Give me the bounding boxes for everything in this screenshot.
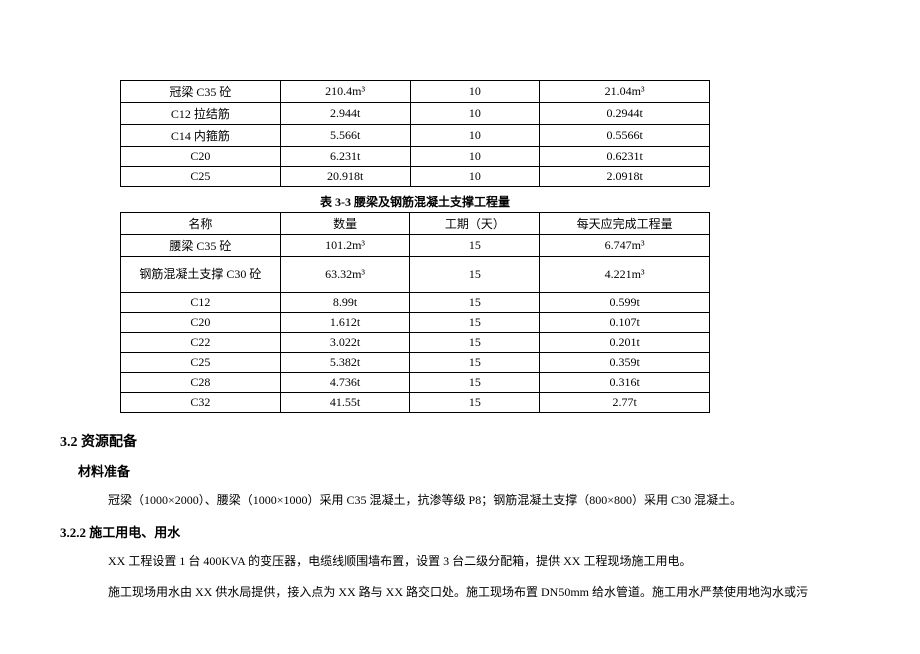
th-days: 工期（天） [410, 213, 540, 235]
cell-name: C28 [121, 373, 281, 393]
cell-qty: 210.4m³ [280, 81, 410, 103]
cell-days: 15 [410, 257, 540, 293]
cell-qty: 5.566t [280, 125, 410, 147]
cell-daily: 4.221m³ [540, 257, 710, 293]
cell-qty: 5.382t [280, 353, 410, 373]
cell-days: 15 [410, 313, 540, 333]
table-row: 钢筋混凝土支撑 C30 砼63.32m³154.221m³ [121, 257, 710, 293]
table-row: 冠梁 C35 砼210.4m³1021.04m³ [121, 81, 710, 103]
cell-name: C12 [121, 293, 281, 313]
cell-daily: 0.359t [540, 353, 710, 373]
materials-heading: 材料准备 [78, 461, 860, 480]
cell-qty: 4.736t [280, 373, 410, 393]
table-2-caption: 表 3-3 腰梁及钢筋混凝土支撑工程量 [120, 193, 710, 210]
cell-qty: 41.55t [280, 393, 410, 413]
cell-daily: 0.107t [540, 313, 710, 333]
cell-daily: 2.0918t [540, 167, 710, 187]
cell-days: 10 [410, 125, 540, 147]
cell-qty: 6.231t [280, 147, 410, 167]
cell-name: C12 拉结筋 [121, 103, 281, 125]
cell-daily: 0.5566t [540, 125, 710, 147]
cell-name: C22 [121, 333, 281, 353]
cell-qty: 101.2m³ [280, 235, 410, 257]
cell-days: 15 [410, 393, 540, 413]
cell-daily: 0.6231t [540, 147, 710, 167]
table-row: C128.99t150.599t [121, 293, 710, 313]
cell-daily: 6.747m³ [540, 235, 710, 257]
table-row: C206.231t100.6231t [121, 147, 710, 167]
cell-name: 腰梁 C35 砼 [121, 235, 281, 257]
table-row: C223.022t150.201t [121, 333, 710, 353]
cell-qty: 20.918t [280, 167, 410, 187]
table-row: C255.382t150.359t [121, 353, 710, 373]
th-daily: 每天应完成工程量 [540, 213, 710, 235]
cell-days: 15 [410, 293, 540, 313]
cell-qty: 8.99t [280, 293, 410, 313]
cell-days: 15 [410, 235, 540, 257]
cell-name: C32 [121, 393, 281, 413]
cell-qty: 2.944t [280, 103, 410, 125]
power-paragraph-2: 施工现场用水由 XX 供水局提供，接入点为 XX 路与 XX 路交口处。施工现场… [108, 582, 860, 604]
cell-name: C25 [121, 353, 281, 373]
cell-days: 15 [410, 333, 540, 353]
section-3-2-heading: 3.2 资源配备 [60, 431, 860, 451]
cell-days: 15 [410, 353, 540, 373]
cell-daily: 2.77t [540, 393, 710, 413]
table-row: C12 拉结筋2.944t100.2944t [121, 103, 710, 125]
cell-name: C14 内箍筋 [121, 125, 281, 147]
table-row: C3241.55t152.77t [121, 393, 710, 413]
table-row: C284.736t150.316t [121, 373, 710, 393]
cell-qty: 1.612t [280, 313, 410, 333]
cell-daily: 0.599t [540, 293, 710, 313]
th-name: 名称 [121, 213, 281, 235]
cell-name: C20 [121, 147, 281, 167]
cell-qty: 3.022t [280, 333, 410, 353]
cell-days: 10 [410, 147, 540, 167]
cell-days: 10 [410, 167, 540, 187]
cell-daily: 0.316t [540, 373, 710, 393]
cell-name: 钢筋混凝土支撑 C30 砼 [121, 257, 281, 293]
table-1: 冠梁 C35 砼210.4m³1021.04m³C12 拉结筋2.944t100… [120, 80, 710, 187]
table-2: 名称 数量 工期（天） 每天应完成工程量 腰梁 C35 砼101.2m³156.… [120, 212, 710, 413]
table-row: 腰梁 C35 砼101.2m³156.747m³ [121, 235, 710, 257]
cell-days: 10 [410, 81, 540, 103]
table-row: C2520.918t102.0918t [121, 167, 710, 187]
cell-days: 15 [410, 373, 540, 393]
cell-name: C20 [121, 313, 281, 333]
table-row: C201.612t150.107t [121, 313, 710, 333]
section-3-2-2-heading: 3.2.2 施工用电、用水 [60, 522, 860, 541]
cell-name: C25 [121, 167, 281, 187]
materials-paragraph: 冠梁（1000×2000）、腰梁（1000×1000）采用 C35 混凝土，抗渗… [108, 490, 860, 512]
cell-qty: 63.32m³ [280, 257, 410, 293]
cell-daily: 21.04m³ [540, 81, 710, 103]
cell-days: 10 [410, 103, 540, 125]
th-qty: 数量 [280, 213, 410, 235]
cell-name: 冠梁 C35 砼 [121, 81, 281, 103]
cell-daily: 0.201t [540, 333, 710, 353]
power-paragraph-1: XX 工程设置 1 台 400KVA 的变压器，电缆线顺围墙布置，设置 3 台二… [108, 551, 860, 573]
cell-daily: 0.2944t [540, 103, 710, 125]
table-row: C14 内箍筋5.566t100.5566t [121, 125, 710, 147]
